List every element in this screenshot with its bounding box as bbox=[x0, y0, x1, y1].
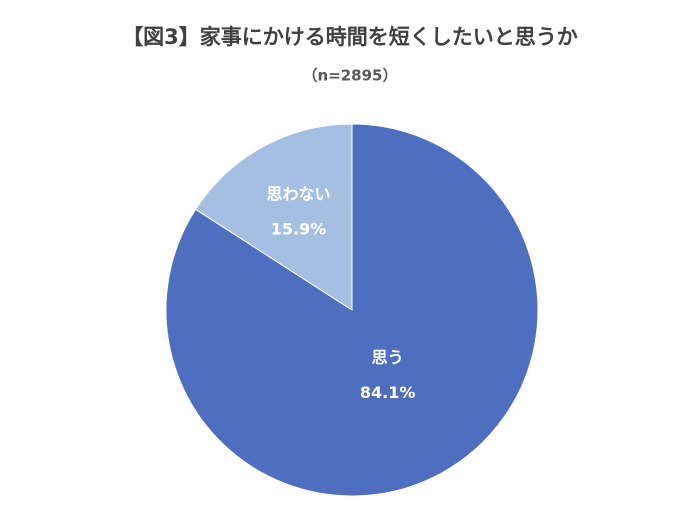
slice-value: 84.1% bbox=[360, 383, 416, 402]
chart-title: 【図3】家事にかける時間を短くしたいと思うか bbox=[122, 25, 578, 49]
slice-label: 思わない bbox=[267, 185, 331, 204]
slice-value: 15.9% bbox=[271, 220, 327, 239]
slice-label: 思う bbox=[372, 348, 404, 367]
chart-subtitle: （n=2895） bbox=[303, 67, 398, 85]
pie-slice bbox=[194, 123, 353, 311]
